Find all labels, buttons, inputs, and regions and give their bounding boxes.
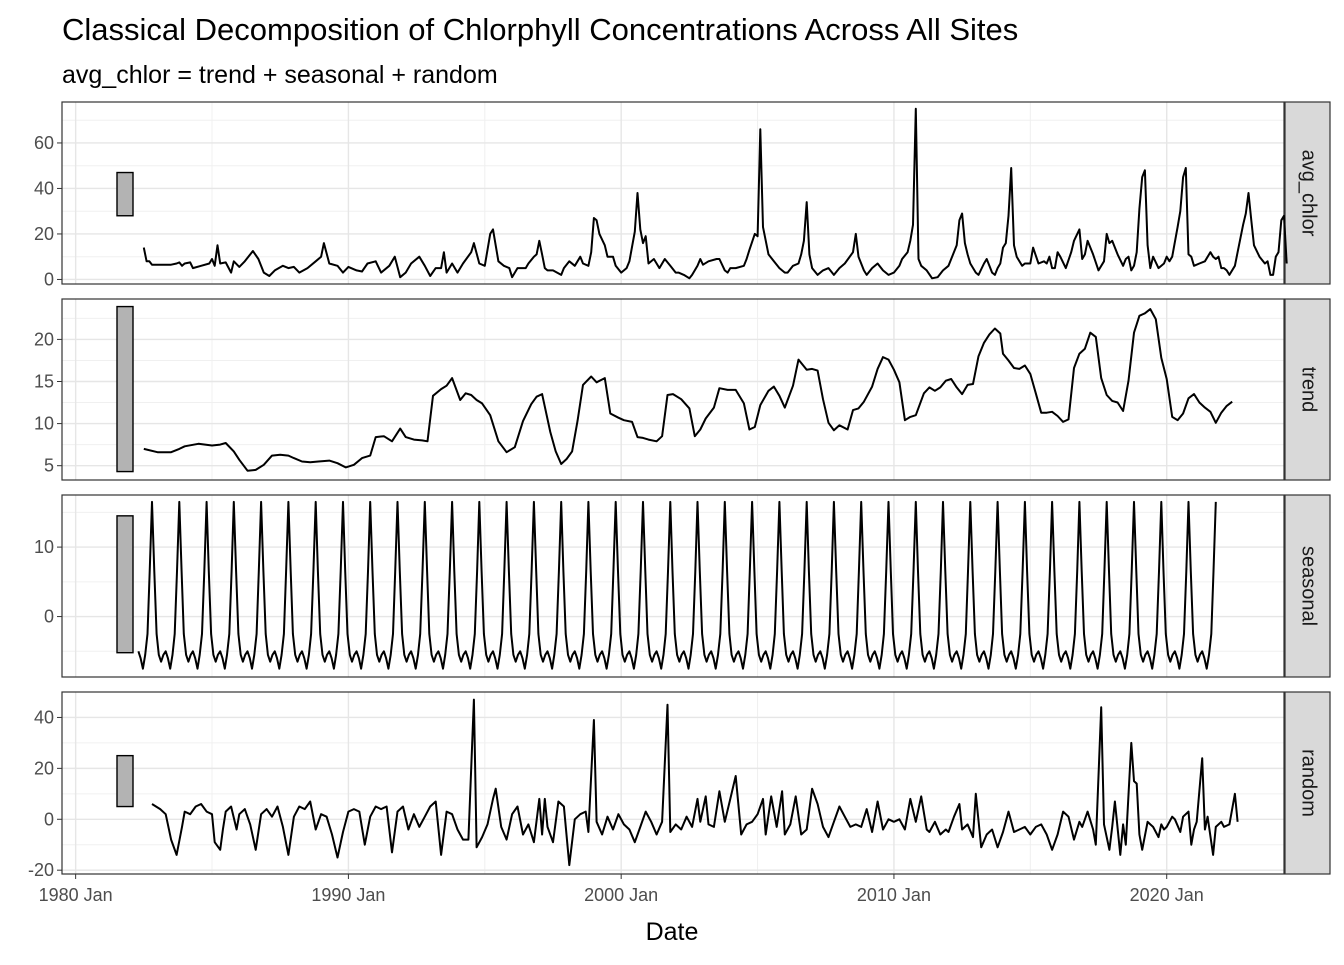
panel-trend: 5 10 15 20 trend [34, 298, 1331, 481]
y-tick-label: 0 [44, 607, 54, 627]
x-tick-label: 2020 Jan [1130, 885, 1204, 905]
panels-layer: 0 20 40 60 avg_chlor 5 10 15 20 trend 0 10 seasonal -… [28, 101, 1331, 880]
strip-box [1284, 691, 1331, 875]
strip-box [1284, 101, 1331, 285]
panel-border [61, 494, 1285, 678]
y-tick-label: 20 [34, 329, 54, 349]
x-tick-label: 2000 Jan [584, 885, 658, 905]
panel-seasonal: 0 10 seasonal [34, 494, 1331, 678]
strip-label-seasonal: seasonal [1298, 546, 1320, 626]
strip-label-random: random [1298, 749, 1320, 817]
y-tick-label: 60 [34, 133, 54, 153]
y-tick-label: -20 [28, 860, 54, 880]
y-tick-label: 10 [34, 414, 54, 434]
strip-box [1284, 494, 1331, 678]
range-bar [116, 515, 134, 654]
strip-label-trend: trend [1298, 367, 1320, 413]
range-bar [116, 754, 134, 808]
x-axis: 1980 Jan 1990 Jan 2000 Jan 2010 Jan 2020 Jan [39, 874, 1204, 905]
panel-border [61, 691, 1285, 875]
series-line-avg_chlor [142, 107, 1288, 280]
y-tick-label: 5 [44, 456, 54, 476]
x-axis-label: Date [646, 918, 699, 946]
series-line-trend [143, 308, 1233, 472]
strip-label-avg_chlor: avg_chlor [1298, 150, 1320, 237]
chart-title: Classical Decomposition of Chlorphyll Co… [62, 12, 1018, 47]
y-tick-label: 20 [34, 758, 54, 778]
series-line-seasonal [137, 500, 1217, 670]
panel-border [61, 101, 1285, 285]
y-tick-label: 15 [34, 372, 54, 392]
range-bar [116, 171, 134, 217]
y-tick-label: 40 [34, 178, 54, 198]
chart-subtitle: avg_chlor = trend + seasonal + random [62, 61, 498, 89]
y-tick-label: 0 [44, 269, 54, 289]
series-line-random [151, 698, 1239, 867]
panel-border [61, 298, 1285, 481]
y-tick-label: 40 [34, 707, 54, 727]
x-tick-label: 2010 Jan [857, 885, 931, 905]
x-tick-label: 1980 Jan [39, 885, 113, 905]
y-tick-label: 10 [34, 537, 54, 557]
panel-random: -20 0 20 40 random [28, 691, 1331, 880]
x-tick-label: 1990 Jan [311, 885, 385, 905]
y-tick-label: 20 [34, 224, 54, 244]
range-bar [116, 305, 134, 473]
strip-box [1284, 298, 1331, 481]
panel-avg_chlor: 0 20 40 60 avg_chlor [34, 101, 1331, 289]
y-tick-label: 0 [44, 809, 54, 829]
